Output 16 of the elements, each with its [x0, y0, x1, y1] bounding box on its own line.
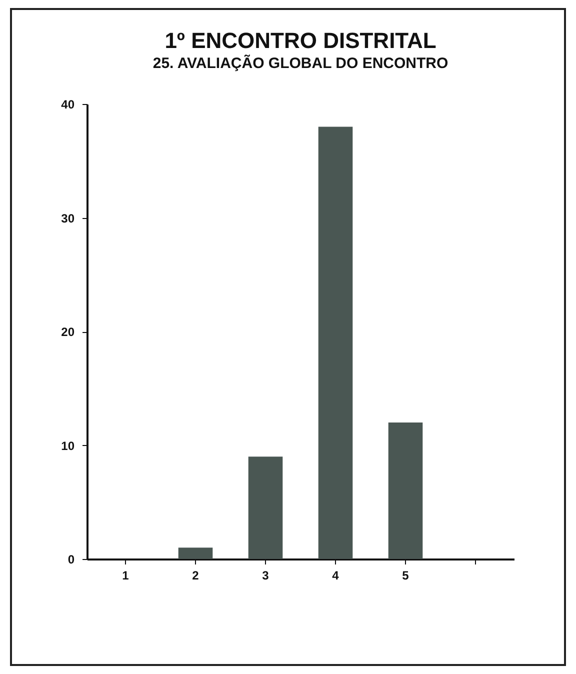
bar: [178, 548, 213, 559]
x-tick-label: 2: [192, 568, 200, 582]
x-tick-label: 4: [332, 568, 340, 582]
y-tick-label: 30: [61, 211, 75, 226]
y-tick-label: 0: [68, 552, 75, 566]
bar: [318, 126, 353, 559]
chart-title: 1º ENCONTRO DISTRITAL: [164, 28, 436, 53]
y-tick-label: 10: [61, 438, 75, 453]
x-tick-label: 5: [402, 568, 410, 582]
x-tick-label: 3: [262, 568, 270, 582]
y-tick-label: 20: [61, 325, 75, 339]
bar: [248, 456, 283, 559]
bar: [388, 422, 423, 559]
x-tick-label: 1: [122, 568, 130, 582]
chart-subtitle: 25. AVALIAÇÃO GLOBAL DO ENCONTRO: [152, 54, 448, 72]
y-tick-label: 40: [61, 98, 75, 112]
